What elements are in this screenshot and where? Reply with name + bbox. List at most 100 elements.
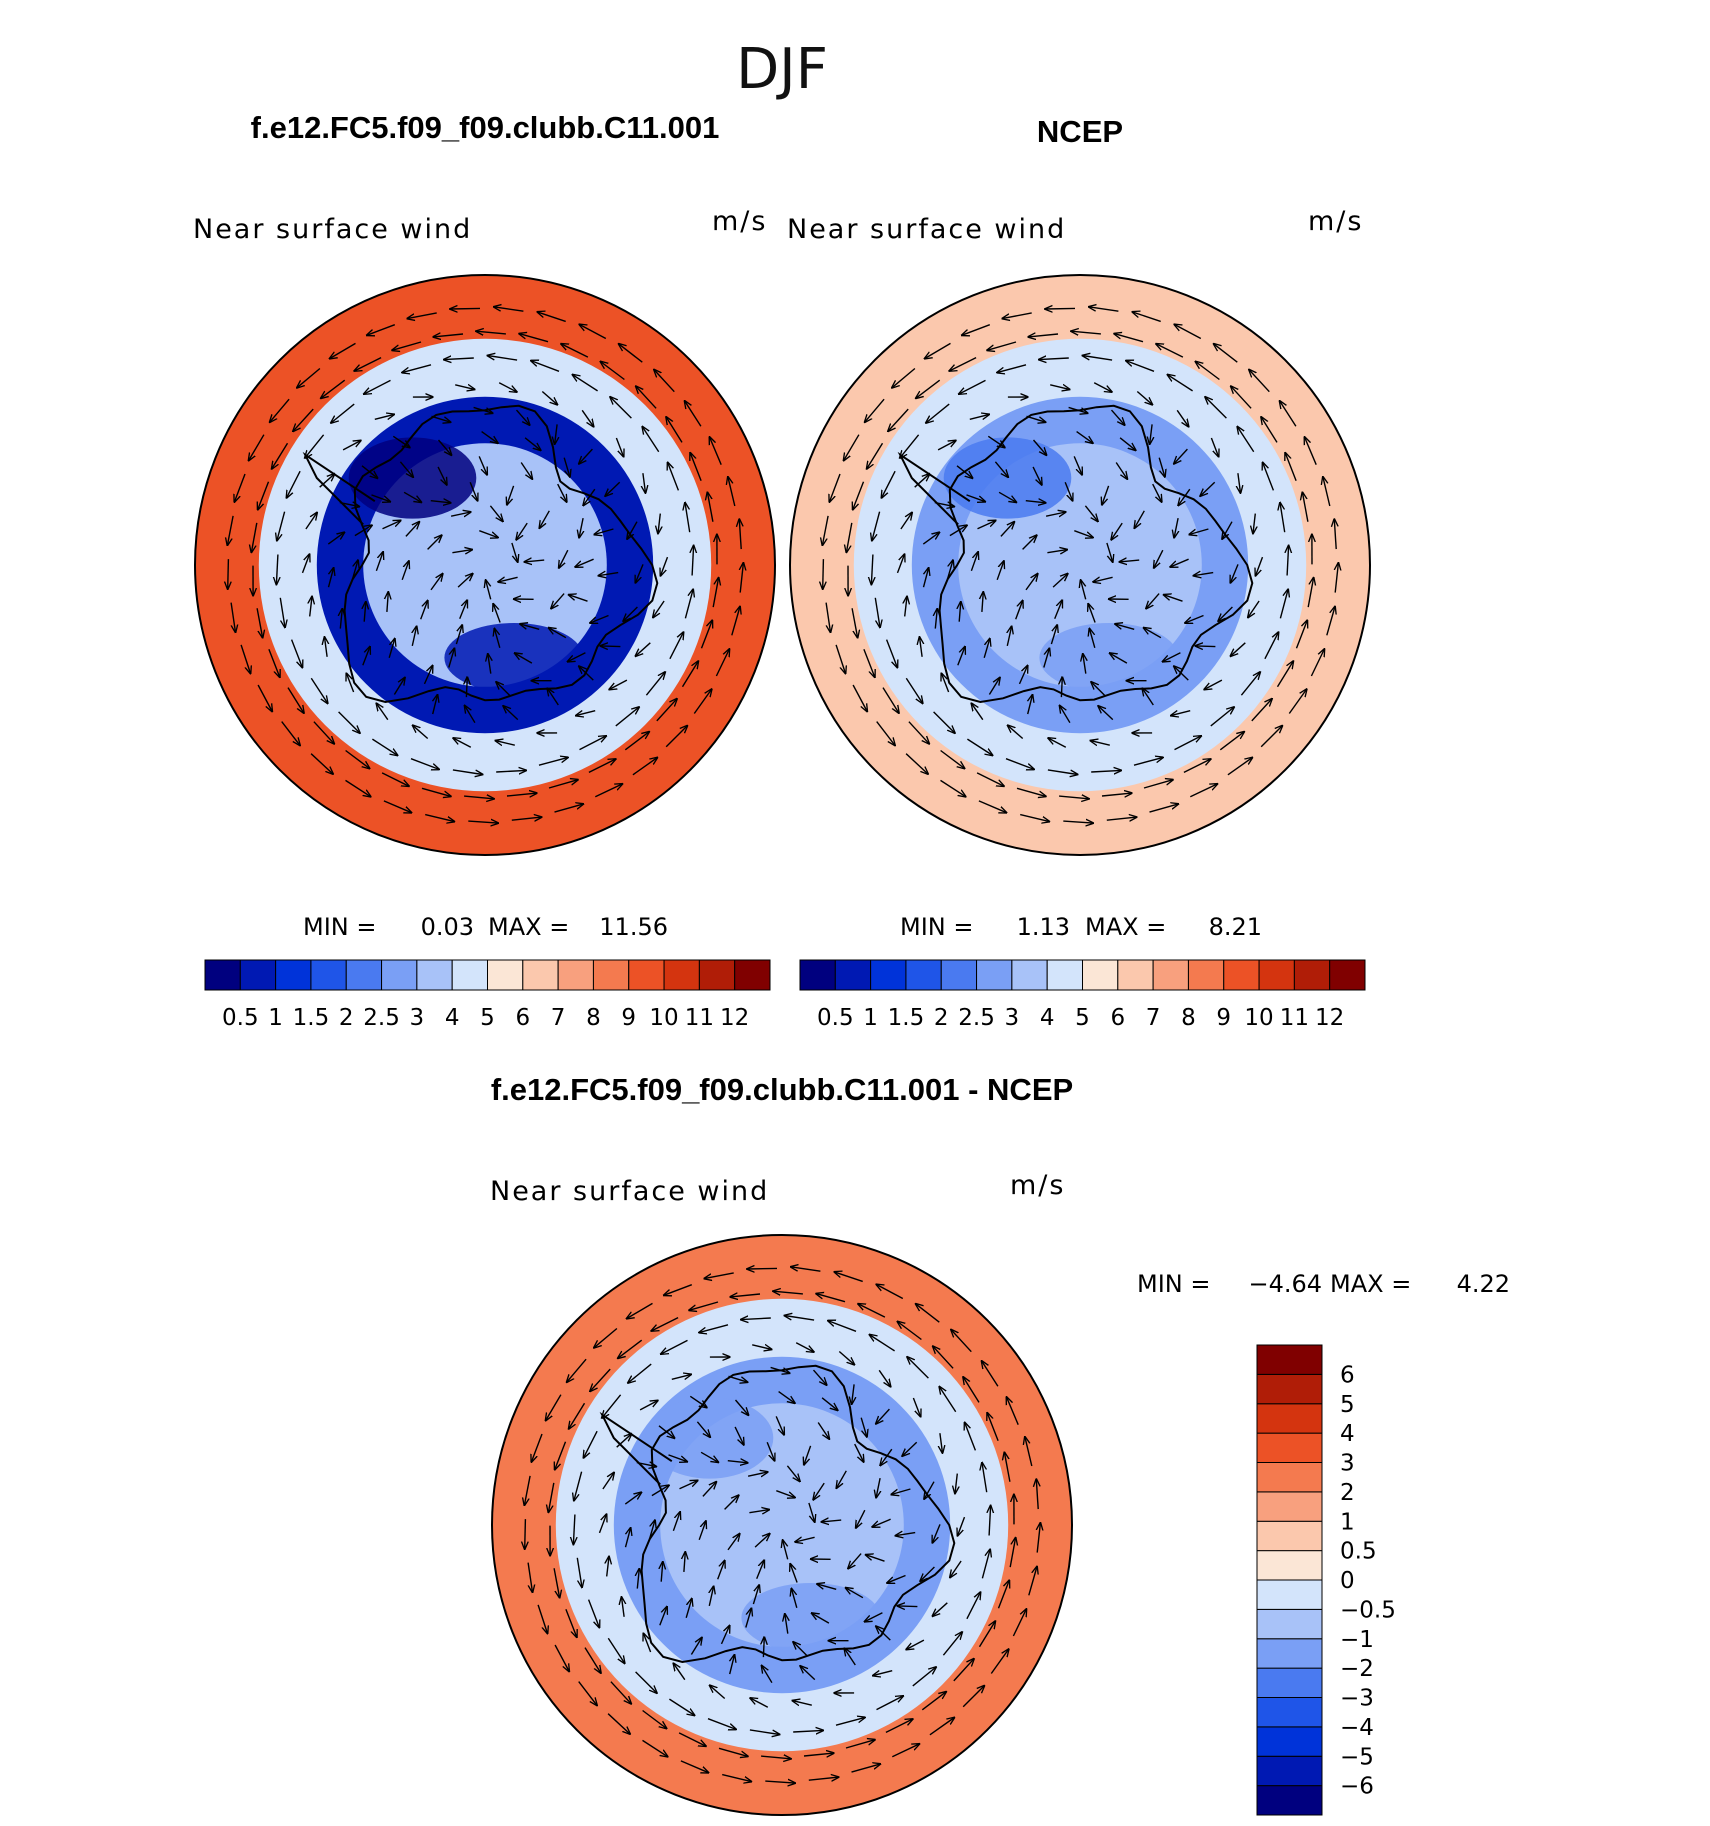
map-model-wind-vector [712, 578, 718, 608]
map-diff-wind-vector [920, 1566, 935, 1581]
map-diff-wind-vector [730, 1655, 735, 1675]
map-model-wind-vector [506, 793, 537, 796]
colorbar-model-tick-label: 2.5 [363, 1005, 400, 1031]
max-label-diff: MAX = [1330, 1270, 1411, 1298]
map-model-wind-vector [401, 561, 409, 581]
max-label-obs: MAX = [1085, 913, 1166, 941]
map-model-wind-vector [519, 334, 549, 343]
map-obs-wind-vector [977, 521, 996, 530]
map-model-wind-vector [681, 661, 699, 688]
map-model-wind-vector [287, 687, 304, 714]
map-diff-wind-vector [958, 1516, 966, 1536]
map-diff-wind-vector [989, 1506, 991, 1536]
map-obs-wind-vector [1200, 481, 1216, 496]
map-model-wind-vector [346, 673, 355, 693]
colorbar-diff-tick-label: 0 [1340, 1568, 1355, 1594]
colorbar-model-swatch [663, 959, 700, 991]
map-model-wind-vector [653, 600, 665, 618]
map-diff-wind-vector [821, 1397, 838, 1411]
map-obs-wind-vector [853, 481, 865, 510]
colorbar-obs-swatch [1082, 959, 1119, 991]
map-model-wind-vector [555, 424, 558, 444]
map-diff-wind-vector [851, 1764, 881, 1773]
map-diff-wind-vector [651, 1316, 679, 1331]
map-obs-wind-vector [867, 442, 884, 469]
panel-title-diff: f.e12.FC5.f09_f09.clubb.C11.001 - NCEP [491, 1072, 1073, 1107]
map-model-wind-vector [600, 362, 625, 381]
map-diff-wind-vector [728, 1375, 748, 1382]
map-obs-wind-vector [1167, 375, 1193, 392]
map-obs-wind-vector [863, 649, 875, 677]
map-obs-wind-vector [1115, 624, 1135, 630]
map-diff-wind-vector [678, 1732, 706, 1746]
colorbar-obs-tick-label: 5 [1075, 1005, 1090, 1031]
colorbar-diff-swatch [1256, 1579, 1323, 1610]
panel-title-obs: NCEP [1037, 114, 1123, 149]
map-diff-wind-vector [990, 1649, 1008, 1674]
map-model-wind-vector [305, 434, 325, 458]
map-model-wind-vector [476, 331, 506, 334]
map-obs-coastline [938, 404, 1254, 704]
colorbar-model-tick-label: 12 [720, 1005, 749, 1031]
map-diff-border [491, 1234, 1073, 1816]
map-model-wind-vector [381, 772, 409, 786]
colorbar-obs-swatch [799, 959, 836, 991]
map-model-wind-vector [431, 415, 451, 422]
map-obs-wind-vector [1231, 386, 1252, 409]
map-diff-wind-vector [876, 1408, 890, 1424]
colorbar-diff-tick-label: −6 [1340, 1774, 1374, 1800]
map-diff-wind-vector [747, 1268, 778, 1269]
map-obs-wind-vector [1222, 521, 1233, 539]
map-obs-wind-vector [885, 639, 898, 668]
map-model-wind-vector [444, 358, 474, 360]
map-model-wind-vector [739, 519, 741, 550]
map-diff-wind-vector [548, 1482, 555, 1513]
map-obs-wind-vector [988, 678, 1000, 695]
map-diff-wind-vector [965, 1422, 977, 1451]
map-obs-wind-vector [969, 414, 989, 419]
colorbar-obs-tick-label: 3 [1005, 1005, 1020, 1031]
map-diff-wind-vector [574, 1471, 583, 1501]
map-diff-wind-vector [804, 1445, 812, 1465]
map-model-wind-vector [382, 521, 401, 530]
map-obs-wind-vector [976, 772, 1004, 786]
map-diff-wind-vector [610, 1681, 631, 1704]
map-diff-wind-vector [724, 1495, 739, 1510]
map-model-wind-vector [287, 470, 301, 498]
map-model-wind-vector [301, 554, 310, 574]
map-obs-wind-vector [994, 461, 1008, 477]
map-diff-wind-vector [607, 1637, 624, 1663]
map-obs-wind-vector [1335, 563, 1338, 593]
map-obs-wind-vector [1249, 370, 1270, 393]
map-diff-wind-vector [689, 1395, 707, 1407]
map-model-wind-vector [547, 688, 559, 706]
map-model-wind-vector [387, 592, 388, 612]
map-obs-wind-vector [1134, 510, 1145, 528]
map-diff-wind-vector [573, 1514, 575, 1545]
map-model-wind-vector [619, 344, 643, 363]
map-diff-wind-vector [718, 1747, 748, 1756]
map-model-wind-vector [230, 602, 235, 633]
map-model-wind-vector [393, 678, 405, 695]
map-obs-wind-vector [937, 441, 956, 451]
colorbar-model-swatch [592, 959, 630, 991]
map-obs-wind-vector [1287, 546, 1289, 576]
colorbar-model-tick-label: 7 [551, 1005, 566, 1031]
map-model-wind-vector [351, 560, 358, 580]
map-diff-wind-vector [684, 1552, 685, 1572]
map-diff-wind-vector [627, 1302, 653, 1318]
map-diff-wind-vector [628, 1363, 652, 1383]
map-obs-wind-vector [829, 473, 841, 502]
map-diff-wind-vector [783, 1540, 789, 1560]
map-diff-wind-vector [838, 1350, 854, 1365]
map-model-wind-vector [700, 620, 713, 649]
map-obs-wind-vector [1110, 653, 1128, 664]
map-diff-wind-vector [784, 1316, 815, 1321]
map-obs-wind-vector [1020, 813, 1049, 822]
map-diff-wind-vector [891, 1488, 911, 1495]
map-model-wind-vector [511, 542, 518, 562]
colorbar-diff-swatch [1256, 1462, 1323, 1493]
map-diff-wind-vector [587, 1599, 600, 1628]
map-obs-wind-vector [1132, 312, 1161, 323]
map-obs-wind-vector [1026, 415, 1046, 422]
